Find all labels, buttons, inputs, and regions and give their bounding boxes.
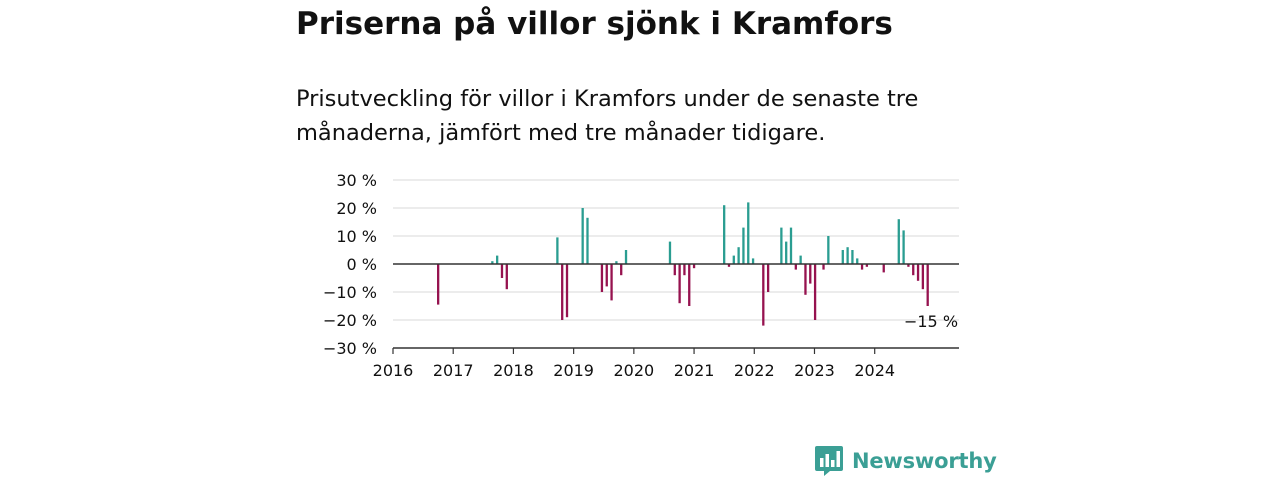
bar [785, 241, 788, 264]
newsworthy-brand: Newsworthy [814, 444, 997, 478]
bar [799, 255, 802, 264]
y-tick-label: 0 % [347, 255, 377, 274]
x-tick-label: 2019 [553, 361, 594, 380]
bar [737, 247, 740, 264]
y-tick-label: −30 % [323, 339, 377, 358]
last-value-label: −15 % [904, 312, 958, 331]
bar [780, 227, 783, 264]
x-tick-label: 2021 [674, 361, 715, 380]
bar [556, 237, 559, 264]
bar [809, 264, 812, 284]
bar [827, 236, 830, 264]
x-tick-label: 2020 [613, 361, 654, 380]
bar [615, 261, 618, 264]
bar [865, 264, 869, 267]
bar [856, 258, 859, 264]
bar [916, 264, 920, 281]
bar [683, 264, 686, 276]
bar [882, 264, 885, 273]
x-axis: 2016 2017 2018 2019 2020 2021 2022 2023 2024 [373, 263, 959, 380]
y-tick-label: 30 % [336, 171, 377, 190]
x-tick-label: 2017 [433, 361, 474, 380]
bar [742, 227, 745, 264]
bar [673, 264, 676, 276]
y-tick-labels: 30 % 20 % 10 % 0 % −10 % −20 % −30 % [323, 171, 377, 358]
bar [851, 250, 854, 264]
bar [727, 264, 731, 267]
bar [762, 264, 765, 326]
newsworthy-logo-icon [815, 446, 843, 476]
chart-title: Priserna på villor sjönk i Kramfors [296, 6, 893, 42]
bar [804, 264, 807, 295]
bar [747, 202, 750, 264]
y-tick-label: 20 % [336, 199, 377, 218]
bar [841, 250, 844, 264]
bar [610, 264, 613, 301]
bar [688, 264, 691, 306]
chart-subtitle: Prisutveckling för villor i Kramfors und… [296, 86, 919, 146]
bar [668, 241, 672, 264]
bar [766, 264, 770, 292]
bar [860, 264, 864, 270]
bar [624, 250, 628, 264]
y-tick-label: −10 % [323, 283, 377, 302]
bar [751, 258, 755, 264]
bar [586, 217, 589, 264]
bar [912, 264, 915, 276]
bar [600, 264, 604, 292]
bars [437, 202, 934, 326]
bar [561, 264, 564, 320]
bar [723, 205, 726, 264]
bar [822, 264, 825, 270]
bar [907, 264, 910, 267]
gridlines [393, 179, 959, 321]
bar [926, 264, 929, 306]
bar [692, 264, 696, 269]
bar [496, 255, 499, 264]
bar [921, 264, 925, 290]
bar [620, 264, 623, 276]
bar [897, 219, 900, 264]
bar [846, 247, 849, 264]
bar [500, 264, 504, 278]
x-tick-label: 2016 [373, 361, 414, 380]
bar [505, 264, 508, 290]
x-tick-label: 2022 [734, 361, 775, 380]
bar [813, 264, 817, 320]
bar [581, 208, 584, 264]
brand-name: Newsworthy [852, 449, 997, 473]
bar [789, 227, 793, 264]
x-tick-label: 2018 [493, 361, 534, 380]
bar [605, 264, 608, 287]
x-tick-label: 2024 [854, 361, 895, 380]
bar [902, 230, 905, 264]
y-tick-label: −20 % [323, 311, 377, 330]
bar [678, 264, 681, 304]
x-tick-label: 2023 [794, 361, 835, 380]
bar [565, 264, 569, 318]
y-tick-label: 10 % [336, 227, 377, 246]
bar [491, 261, 494, 264]
bar [794, 264, 797, 270]
bar [437, 264, 440, 305]
bar [732, 255, 735, 264]
